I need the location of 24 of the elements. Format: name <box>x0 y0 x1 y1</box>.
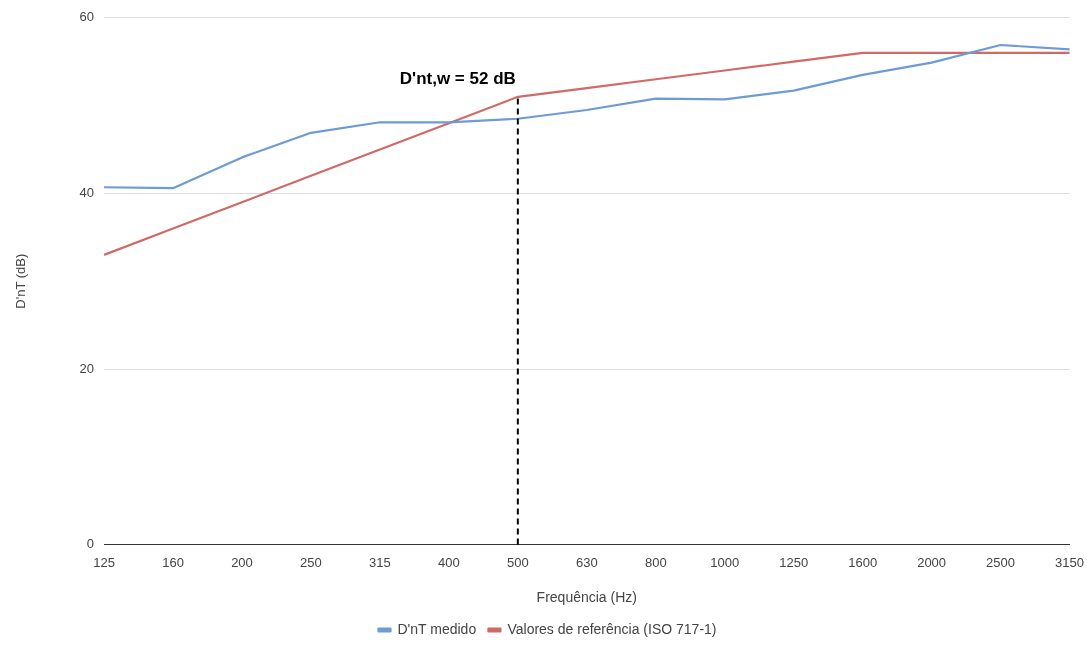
y-tick-label: 20 <box>79 360 95 376</box>
legend-label: Valores de referência (ISO 717-1) <box>507 620 717 637</box>
y-tick-label: 60 <box>79 9 95 25</box>
x-tick-label: 500 <box>506 554 529 570</box>
x-tick-label: 160 <box>162 554 184 570</box>
x-tick-label: 200 <box>231 554 253 570</box>
y-axis-title: D'nT (dB) <box>13 253 29 309</box>
x-tick-label: 2000 <box>917 554 947 570</box>
x-tick-label: 1600 <box>848 554 878 570</box>
x-tick-label: 2500 <box>986 554 1016 570</box>
x-tick-label: 315 <box>369 554 391 570</box>
x-tick-label: 1250 <box>779 554 809 570</box>
ref-line-label: D'nt,w = 52 dB <box>399 68 516 88</box>
x-tick-label: 3150 <box>1055 554 1084 570</box>
legend-label: D'nT medido <box>397 620 477 637</box>
x-axis-title: Frequência (Hz) <box>536 589 637 606</box>
y-tick-label: 0 <box>86 536 95 552</box>
x-tick-label: 400 <box>438 554 460 570</box>
x-tick-label: 250 <box>300 554 322 570</box>
x-tick-label: 125 <box>93 554 115 570</box>
y-tick-label: 40 <box>79 184 95 200</box>
x-tick-label: 1000 <box>710 554 740 570</box>
x-tick-label: 800 <box>644 554 667 570</box>
x-tick-label: 630 <box>575 554 598 570</box>
